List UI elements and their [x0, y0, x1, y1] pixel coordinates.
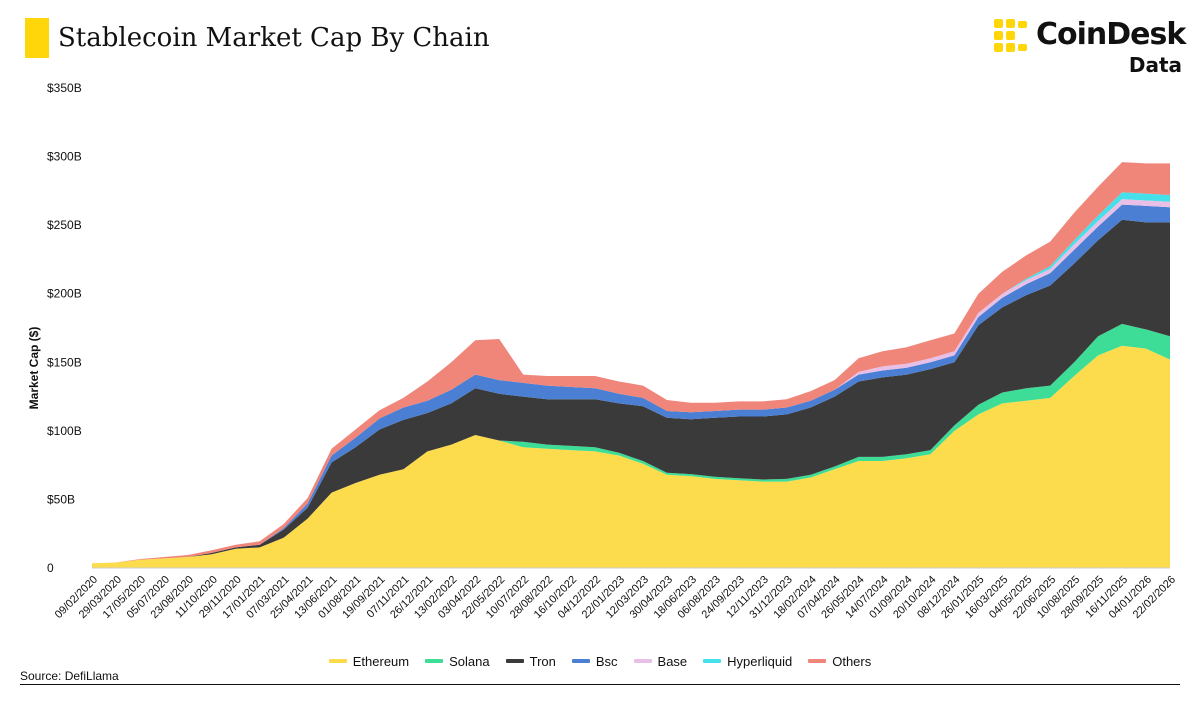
- legend-label: Solana: [449, 653, 490, 669]
- legend-swatch: [505, 659, 524, 663]
- source-rule: [20, 684, 1180, 685]
- legend-label: Bsc: [595, 653, 618, 669]
- y-tick-label: 0: [47, 561, 54, 575]
- y-tick-label: $300B: [47, 150, 82, 164]
- legend-item-solana: Solana: [425, 653, 490, 669]
- legend-item-others: Others: [808, 654, 871, 669]
- y-tick-label: $150B: [47, 355, 82, 369]
- title-accent-bar: [25, 18, 49, 58]
- y-axis-title: Market Cap ($): [27, 327, 41, 410]
- y-tick-label: $200B: [47, 287, 82, 301]
- legend-item-ethereum: Ethereum: [328, 653, 410, 669]
- series-area-tron: [92, 219, 1170, 564]
- logo-sub-text: Data: [1128, 53, 1182, 77]
- coindesk-logo: CoinDesk Data: [982, 15, 1186, 77]
- source-note: Source: DefiLlama: [20, 669, 119, 683]
- logo-brand-text: CoinDesk: [1036, 17, 1186, 52]
- y-tick-label: $50B: [47, 492, 75, 506]
- legend-item-bsc: Bsc: [571, 653, 618, 669]
- legend-label: Others: [832, 653, 872, 669]
- legend-swatch: [808, 659, 827, 663]
- coindesk-logo-icon: [994, 19, 1027, 52]
- legend-label: Ethereum: [352, 653, 410, 669]
- legend-item-hyperliquid: Hyperliquid: [703, 654, 792, 669]
- legend-label: Hyperliquid: [727, 653, 793, 669]
- chart-title: Stablecoin Market Cap By Chain: [58, 23, 490, 53]
- chart-legend: Ethereum Solana Tron Bsc Base Hyperliquid Othe…: [0, 651, 1200, 669]
- series-area-ethereum: [92, 345, 1170, 568]
- legend-swatch: [328, 659, 347, 663]
- y-tick-label: $350B: [47, 81, 82, 95]
- legend-swatch: [571, 659, 590, 663]
- legend-item-tron: Tron: [505, 653, 556, 669]
- legend-item-base: Base: [633, 653, 688, 669]
- y-tick-label: $100B: [47, 424, 82, 438]
- legend-label: Tron: [529, 653, 556, 669]
- y-tick-label: $250B: [47, 218, 82, 232]
- legend-swatch: [703, 659, 722, 663]
- legend-swatch: [425, 659, 444, 663]
- legend-swatch: [633, 659, 652, 663]
- legend-label: Base: [657, 653, 688, 669]
